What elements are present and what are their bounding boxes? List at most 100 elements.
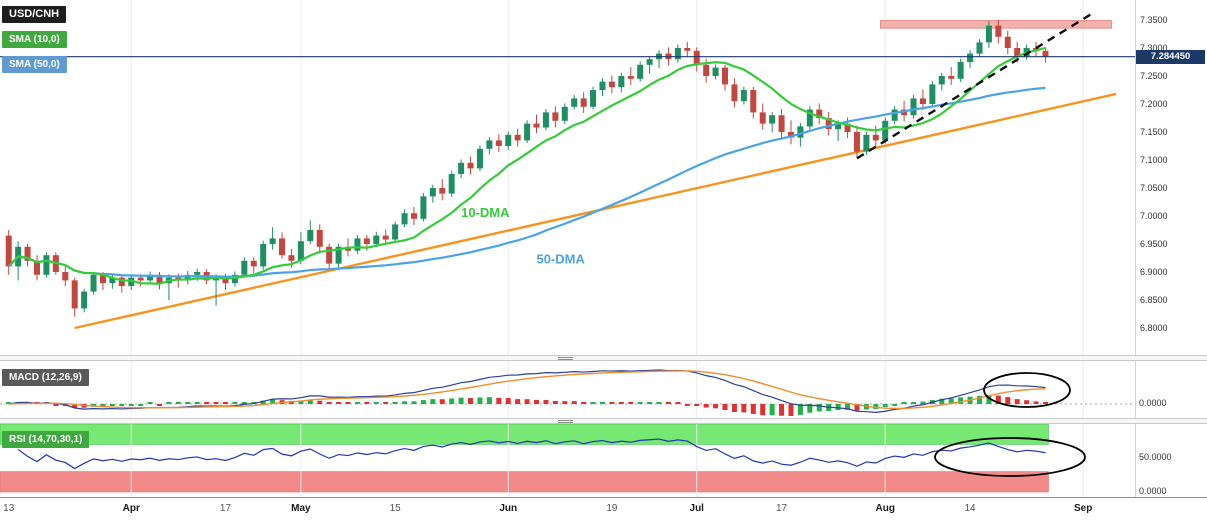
rsi-overbought-band [0, 424, 1049, 445]
macd-histogram-bar [420, 400, 426, 404]
candle-body [354, 238, 361, 251]
y-axis-tick-label: 7.2000 [1140, 99, 1168, 109]
macd-histogram-bar [317, 400, 323, 404]
candle-body [137, 277, 144, 281]
candle-body [118, 277, 125, 286]
macd-histogram-bar [505, 398, 511, 404]
macd-histogram-bar [779, 404, 785, 416]
macd-histogram-bar [496, 397, 502, 404]
macd-histogram-bar [260, 400, 266, 404]
candle-body [674, 48, 681, 60]
candle-body [769, 115, 776, 124]
price-chart-panel[interactable]: 7.3500 7.3000 7.2500 7.2000 7.1500 7.1000 7.05… [0, 0, 1207, 355]
candle-body [835, 123, 842, 130]
y-axis-tick-label: 7.1000 [1140, 155, 1168, 165]
x-tick-label: 17 [219, 503, 232, 514]
macd-histogram-bar [797, 404, 803, 415]
candle-body [976, 42, 983, 54]
candle-body [326, 246, 333, 264]
candle-body [71, 280, 78, 309]
rsi-panel[interactable] [0, 424, 1207, 497]
candle-body [269, 238, 276, 244]
macd-histogram-bar [845, 404, 851, 410]
macd-histogram-bar [892, 404, 898, 406]
candle-body [33, 260, 40, 275]
macd-histogram-bar [270, 399, 276, 404]
candle-body [561, 106, 568, 121]
splitter-grip-icon[interactable] [558, 420, 573, 421]
panel-splitter[interactable] [0, 355, 1207, 361]
candle-body [825, 118, 832, 130]
macd-histogram-bar [807, 404, 813, 413]
candle-body [458, 162, 465, 174]
y-axis-tick-label: 7.0000 [1140, 211, 1168, 221]
macd-histogram-bar [326, 402, 332, 404]
candle-body [222, 277, 229, 284]
macd-histogram-bar [213, 402, 219, 404]
last-price-label: 7.284450 [1136, 50, 1205, 64]
macd-histogram-bar [138, 404, 144, 406]
macd-line [8, 369, 1046, 413]
y-axis-tick-label: 7.1500 [1140, 127, 1168, 137]
candle-body [156, 274, 163, 284]
candle-body [250, 260, 257, 267]
macd-histogram-bar [6, 402, 12, 404]
sma10-indicator-badge[interactable]: SMA (10,0) [2, 31, 67, 48]
macd-panel[interactable] [0, 361, 1207, 418]
candle-body [722, 67, 729, 85]
x-tick-label: 15 [389, 503, 401, 514]
candle-body [392, 224, 399, 240]
candle-body [24, 246, 31, 261]
candle-body [90, 274, 97, 292]
candle-body [844, 123, 851, 132]
sma50-indicator-badge[interactable]: SMA (50,0) [2, 56, 67, 73]
macd-histogram-bar [336, 402, 342, 404]
macd-histogram-bar [684, 404, 690, 406]
candle-body [486, 140, 493, 149]
x-tick-label: Jun [499, 503, 518, 514]
dashed-trendline[interactable] [856, 12, 1094, 160]
macd-histogram-bar [731, 404, 737, 413]
candle-body [439, 188, 446, 194]
candle-body [995, 25, 1002, 37]
candle-body [891, 109, 898, 121]
candle-body [967, 53, 974, 62]
panel-splitter[interactable] [0, 418, 1207, 424]
candle-body [712, 67, 719, 76]
macd-histogram-bar [194, 402, 200, 404]
macd-histogram-bar [515, 399, 521, 404]
macd-histogram-bar [703, 404, 709, 408]
rsi-indicator-badge[interactable]: RSI (14,70,30,1) [2, 431, 90, 448]
candle-body [778, 115, 785, 132]
macd-histogram-bar [468, 398, 474, 404]
macd-histogram-bar [609, 402, 615, 404]
candle-body [627, 76, 634, 79]
x-tick-label: 19 [606, 503, 618, 514]
candle-body [571, 98, 578, 107]
macd-histogram-bar [750, 404, 756, 414]
macd-histogram-bar [232, 402, 238, 404]
y-axis-tick-label: 6.8000 [1140, 323, 1168, 333]
macd-histogram-bar [439, 399, 445, 404]
symbol-badge[interactable]: USD/CNH [2, 6, 67, 23]
candle-body [279, 238, 286, 256]
macd-histogram-bar [656, 402, 662, 404]
macd-indicator-badge[interactable]: MACD (12,26,9) [2, 369, 89, 386]
macd-histogram-bar [1033, 401, 1039, 404]
candle-body [787, 132, 794, 138]
x-tick-label: 17 [776, 503, 788, 514]
candle-body [872, 134, 879, 141]
macd-histogram-bar [91, 404, 97, 407]
macd-histogram-bar [920, 401, 926, 404]
macd-histogram-bar [571, 401, 577, 404]
y-axis-tick-label: 6.9000 [1140, 267, 1168, 277]
axis-separator [1135, 0, 1136, 497]
splitter-grip-icon[interactable] [558, 357, 573, 358]
x-tick-label: 14 [964, 503, 976, 514]
candle-body [476, 148, 483, 169]
candle-body [703, 64, 710, 76]
candle-body [938, 76, 945, 85]
candle-body [410, 213, 417, 219]
candle-body [373, 235, 380, 244]
macd-histogram-bar [647, 402, 653, 404]
